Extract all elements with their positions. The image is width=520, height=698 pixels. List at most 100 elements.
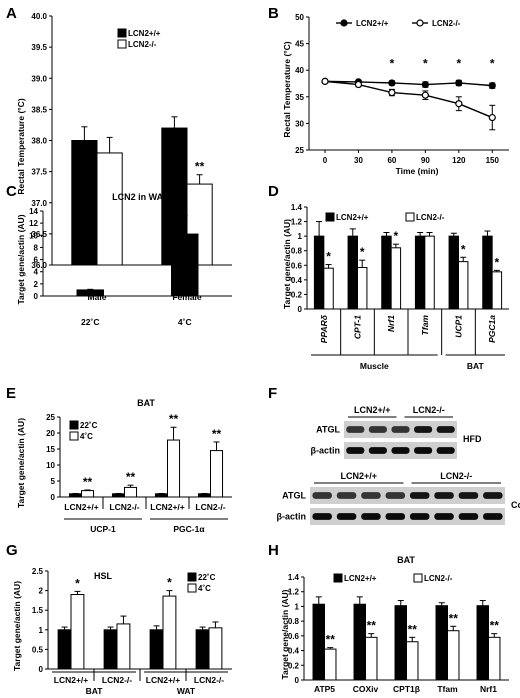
bar-a: [57, 629, 72, 670]
chart-title: HSL: [94, 571, 113, 581]
protein-label: ATGL: [282, 491, 306, 501]
y-tick-label: 1.2: [288, 588, 300, 597]
series-line: [324, 80, 493, 87]
group-label: Muscle: [360, 361, 389, 371]
y-axis-label: Target gene/actin (AU): [16, 418, 26, 508]
bar-a: [381, 235, 392, 310]
blot-band: [391, 426, 410, 433]
legend-entry: LCN2+/+: [344, 574, 377, 583]
bar-a: [68, 493, 82, 498]
y-tick-label: 1.4: [291, 203, 303, 212]
y-tick-label: 30: [295, 119, 304, 128]
data-point: [488, 113, 496, 122]
blot-band: [409, 492, 430, 499]
panel-label: F: [268, 385, 277, 402]
y-axis-label: Target gene/actin (AU): [12, 581, 22, 671]
bar-a: [476, 605, 489, 681]
bar-b: [357, 266, 368, 310]
x-tick-label: Nrf1: [386, 315, 396, 332]
protein-label: ATGL: [316, 425, 340, 435]
blot-band: [436, 447, 455, 454]
x-tick-label: 120: [452, 156, 466, 165]
y-tick-label: 38.5: [31, 105, 47, 114]
y-tick-label: 0.5: [32, 645, 44, 654]
significance-marker: *: [326, 250, 331, 264]
bar-a: [435, 605, 448, 681]
panel-g: G 0 0.5 1 1.5 2 2.5 Target gene/actin (AU) LCN2+…: [6, 542, 232, 696]
condition-label: HFD: [463, 434, 482, 444]
bar-b: [116, 623, 131, 670]
bar-b: [124, 486, 138, 498]
legend-entry: LCN2-/-: [416, 213, 445, 222]
y-tick-label: 1.2: [291, 218, 303, 227]
legend-swatch: [413, 573, 423, 583]
chart-title: LCN2 in WAT: [112, 192, 168, 202]
data-point: [354, 80, 363, 89]
panel-e: E 0 5 10 15 20 25 Target gene/actin (AU) LCN2+/+…: [6, 385, 232, 534]
blot-band: [312, 513, 332, 520]
x-tick-label: 0: [323, 156, 328, 165]
bar-b: [406, 641, 419, 681]
x-tick-label: 30: [354, 156, 363, 165]
y-tick-label: 39.0: [31, 74, 47, 83]
bar-a: [414, 235, 426, 310]
panel-label: E: [6, 385, 16, 402]
significance-marker: *: [495, 255, 500, 269]
x-tick-label: 22˚C: [81, 317, 99, 327]
y-tick-label: 37.0: [31, 199, 47, 208]
bar-a: [149, 629, 164, 670]
blot-band: [483, 492, 503, 499]
y-tick-label: 36.5: [31, 230, 47, 239]
y-tick-label: 40.0: [31, 12, 47, 21]
x-tick-label: PGC1a: [487, 315, 497, 343]
data-point: [455, 100, 463, 108]
x-tick-label: ATP5: [314, 684, 335, 694]
blot-band: [368, 426, 387, 433]
x-tick-label: LCN2+/+: [54, 675, 89, 685]
significance-marker: *: [360, 245, 365, 259]
y-tick-label: 2: [34, 280, 39, 289]
bar-b: [167, 439, 181, 498]
bar-b: [162, 595, 177, 670]
y-tick-label: 1: [39, 626, 44, 635]
panel-label: C: [6, 183, 17, 200]
significance-marker: **: [195, 160, 205, 174]
x-tick-label: Tfam: [437, 684, 458, 694]
y-axis-label: Rectal Temperature (°C): [282, 41, 292, 137]
y-tick-label: 4: [34, 268, 39, 277]
data-point: [388, 79, 396, 87]
y-axis-label: Target gene/actin (AU): [16, 214, 26, 304]
significance-marker: **: [169, 412, 179, 426]
panel-d: D 0 0.2 0.4 0.6 0.8 1 1.2 1.4 Target gene/actin (…: [268, 183, 509, 371]
group-label: BAT: [467, 361, 485, 371]
y-tick-label: 0.4: [288, 647, 300, 656]
x-tick-label: LCN2-/-: [195, 502, 225, 512]
bar-a: [448, 235, 459, 310]
bar-b: [324, 648, 337, 681]
bar-a: [313, 235, 325, 310]
x-tick-label: LCN2-/-: [109, 502, 139, 512]
bar-a: [482, 235, 493, 310]
y-tick-label: 1.5: [32, 606, 44, 615]
data-point: [421, 91, 429, 99]
legend-marker: [416, 19, 424, 27]
x-tick-label: 60: [387, 156, 396, 165]
x-tick-label: LCN2+/+: [150, 502, 185, 512]
legend-swatch: [405, 212, 415, 222]
group-label: PGC-1α: [173, 524, 205, 534]
bar-b: [365, 636, 378, 681]
bar-a: [154, 493, 169, 498]
bar-a: [76, 289, 104, 297]
x-tick-label: Nrf1: [480, 684, 497, 694]
significance-marker: *: [456, 57, 461, 71]
y-tick-label: 0.4: [291, 276, 303, 285]
bar-a: [111, 493, 125, 498]
y-tick-label: 1.4: [288, 573, 300, 582]
chart-title: BAT: [137, 398, 155, 408]
legend-entry: LCN2+/+: [128, 29, 161, 38]
y-tick-label: 0.8: [288, 617, 300, 626]
panel-label: B: [268, 5, 279, 22]
panel-b: B 25 30 35 40 45 50 Rectal Temperature (°C) 0 30 6…: [268, 5, 509, 176]
